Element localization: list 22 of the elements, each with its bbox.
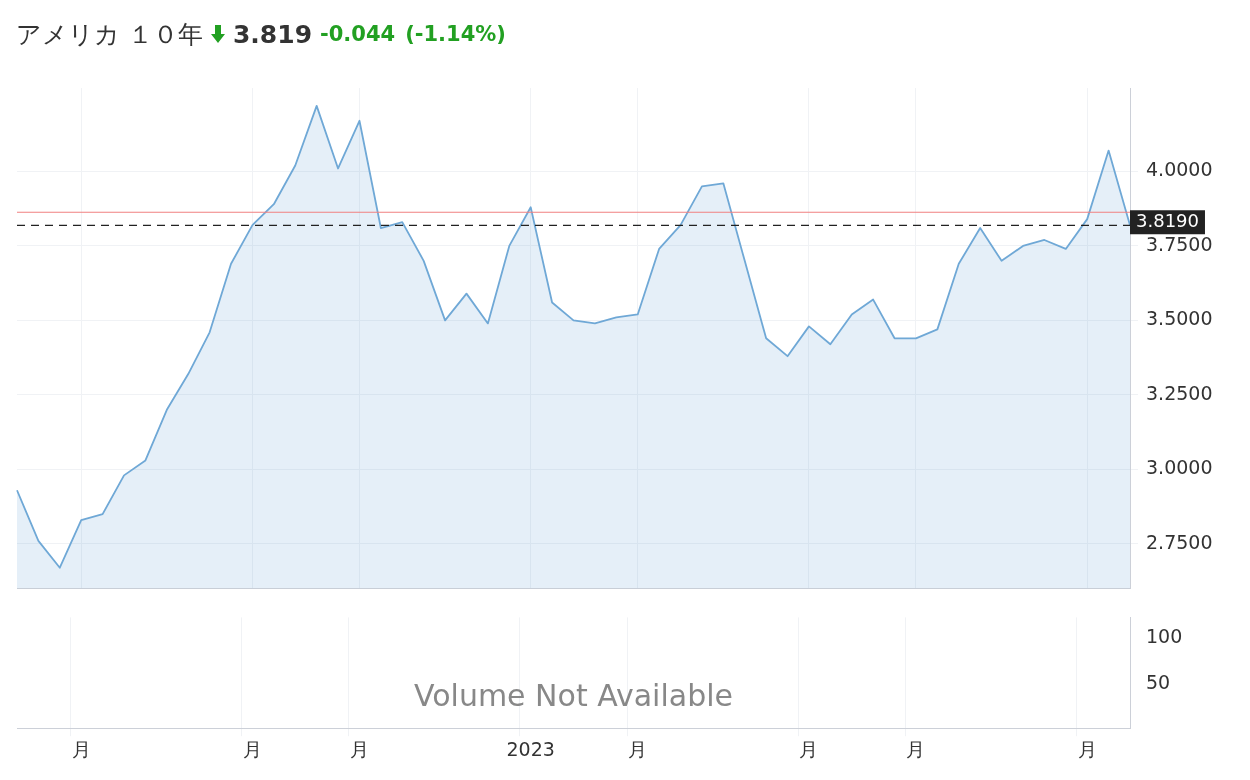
y-tick-label: 3.2500 — [1146, 381, 1213, 404]
y-tick-label: 3.7500 — [1146, 232, 1213, 255]
y-tick-label: 3.5000 — [1146, 307, 1213, 330]
x-tick-label: 月 — [1077, 737, 1097, 760]
x-tick-label: 月 — [799, 737, 819, 760]
y-tick-label: 2.7500 — [1146, 530, 1213, 553]
annotation: Volume Not Available — [414, 678, 733, 713]
x-tick-label: 月 — [628, 737, 648, 760]
y-tick-label: 100 — [1146, 624, 1183, 647]
text: -0.044 — [320, 22, 396, 46]
chart-title: アメリカ １０年 — [16, 18, 203, 51]
y-tick-label: 50 — [1146, 670, 1171, 693]
x-tick-label: 2023 — [506, 737, 555, 760]
x-tick-label: 月 — [71, 737, 91, 760]
x-tick-label: 月 — [242, 737, 262, 760]
text: (-1.14%) — [405, 22, 506, 46]
y-tick-label: 3.0000 — [1146, 456, 1213, 479]
y-tick-label: 4.0000 — [1146, 158, 1213, 181]
chart-subtitle: 3.819 — [232, 19, 313, 49]
ref-line-label: 3.8190 — [1136, 210, 1199, 232]
x-tick-label: 月 — [906, 737, 926, 760]
x-tick-label: 月 — [349, 737, 369, 760]
